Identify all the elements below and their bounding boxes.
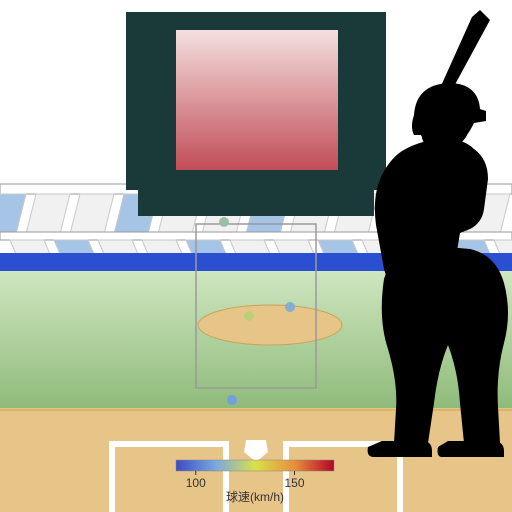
- colorbar-tick-label: 150: [284, 476, 304, 490]
- colorbar-gradient: [176, 460, 334, 471]
- pitch-marker: [227, 395, 237, 405]
- pitch-location-chart: 100 150球速(km/h): [0, 0, 512, 512]
- colorbar-label: 球速(km/h): [226, 490, 284, 504]
- pitchers-mound: [198, 305, 342, 345]
- pitch-marker: [219, 217, 229, 227]
- scoreboard: [126, 12, 386, 216]
- pitch-marker: [285, 302, 295, 312]
- pitch-marker: [244, 311, 254, 321]
- chart-svg: 100 150球速(km/h): [0, 0, 512, 512]
- colorbar-tick-label: 100: [186, 476, 206, 490]
